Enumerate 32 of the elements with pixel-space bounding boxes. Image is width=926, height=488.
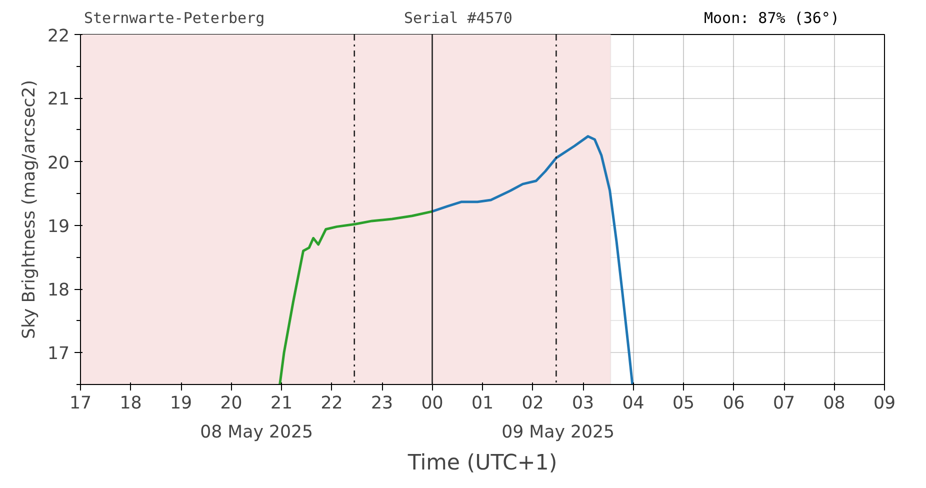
x-axis-title: Time (UTC+1): [406, 450, 558, 476]
x-tick-label: 18: [120, 394, 142, 414]
text: 08 May 2025: [200, 422, 314, 442]
x-tick-label: 06: [722, 394, 745, 414]
text: Moon: 87% (36°): [704, 8, 840, 29]
x-tick-label: 22: [320, 394, 343, 414]
line-series: [278, 210, 434, 384]
text: 09 May 2025: [502, 422, 615, 442]
y-tick-label: 18: [47, 280, 70, 301]
y-tick-label: 17: [47, 344, 70, 364]
text: Sternwarte-Peterberg: [84, 8, 265, 29]
x-tick-label: 01: [471, 394, 494, 414]
x-tick-label: 23: [370, 394, 394, 414]
x-tick-label: 09: [873, 394, 896, 414]
x-tick-label: 05: [672, 394, 695, 414]
y-axis-title: Sky Brightness (mag/arcsec2): [19, 80, 40, 339]
y-tick-label: 21: [47, 90, 70, 110]
x-tick-label: 19: [170, 394, 192, 414]
x-tick-label: 00: [421, 394, 444, 414]
x-tick-label: 04: [622, 394, 644, 414]
x-tick-label: 02: [522, 394, 544, 414]
x-tick-label: 08: [823, 394, 846, 414]
x-tick-label: 21: [270, 394, 293, 414]
x-tick-label: 20: [220, 394, 242, 414]
text: Serial #4570: [404, 8, 512, 29]
y-tick-label: 22: [47, 26, 70, 46]
x-tick-label: 07: [772, 394, 796, 414]
y-tick-label: 19: [47, 216, 70, 237]
x-tick-label: 17: [69, 394, 92, 414]
y-tick-label: 20: [47, 153, 70, 174]
x-tick-label: 03: [572, 394, 594, 414]
line-series: [431, 135, 634, 384]
